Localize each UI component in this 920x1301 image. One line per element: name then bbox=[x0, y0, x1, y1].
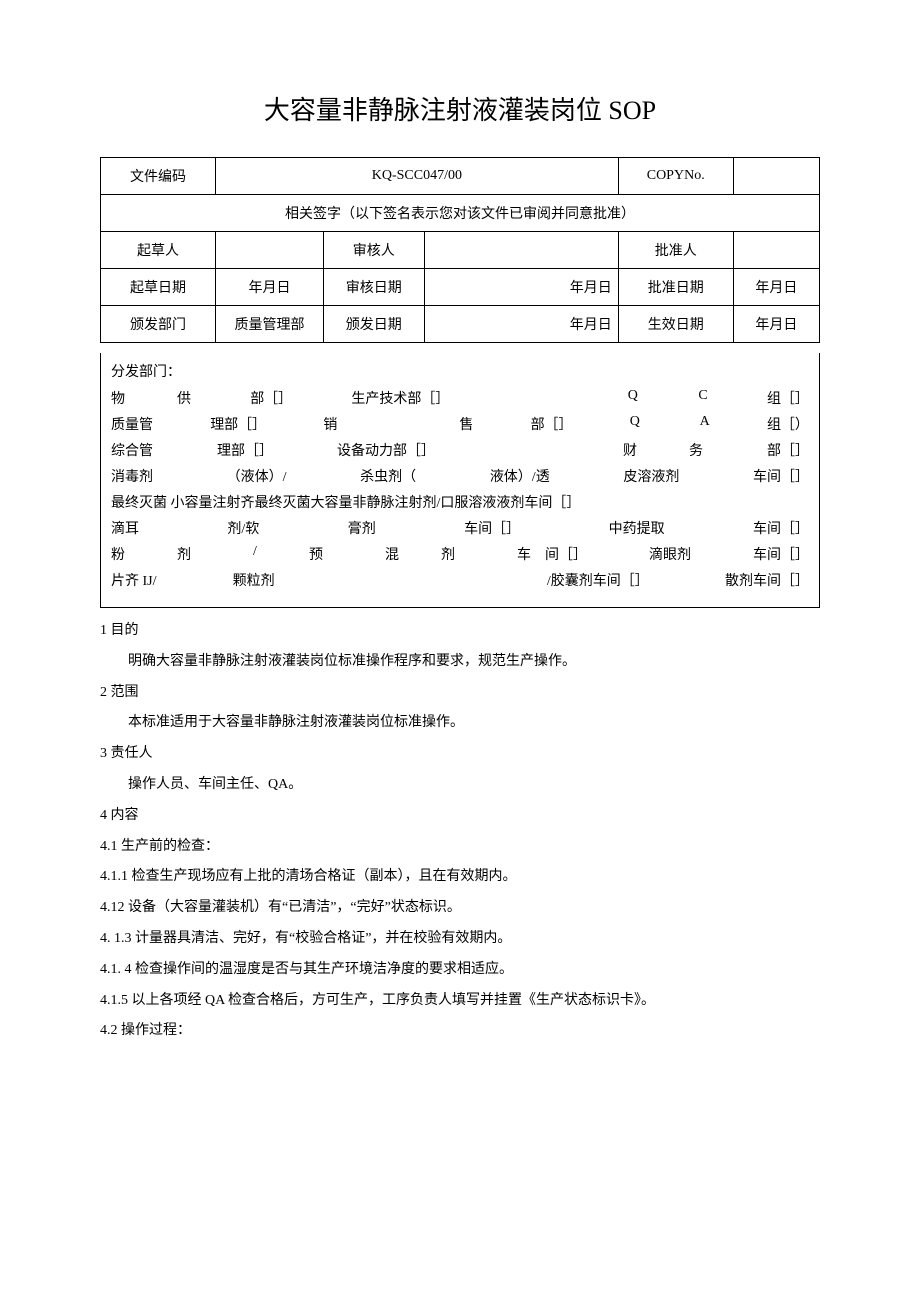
header-table: 文件编码 KQ-SCC047/00 COPYNo. 相关签字（以下签名表示您对该… bbox=[100, 157, 820, 343]
dist-cell: 剂 bbox=[177, 544, 191, 564]
reviewer-label: 审核人 bbox=[323, 232, 424, 269]
section-4-1: 4.1 生产前的检查： bbox=[100, 832, 820, 863]
reviewer-value bbox=[424, 232, 618, 269]
dist-row: 滴耳 剂/软 膏剂 车间［］ 中药提取 车间［］ bbox=[107, 515, 813, 541]
dist-cell: 理部［］ bbox=[217, 440, 273, 460]
section-1-text: 明确大容量非静脉注射液灌装岗位标准操作程序和要求，规范生产操作。 bbox=[100, 647, 820, 678]
dist-cell: 间［］ bbox=[545, 544, 587, 564]
dist-title: 分发部门： bbox=[107, 359, 813, 385]
dist-cell: 混 bbox=[385, 544, 399, 564]
dist-cell: 部［］ bbox=[250, 388, 292, 408]
issue-dept-label: 颁发部门 bbox=[101, 306, 216, 343]
dist-cell: 供 bbox=[177, 388, 191, 408]
dist-cell: 车间［］ bbox=[753, 544, 809, 564]
dist-row: 粉 剂 / 预 混 剂 车间［］ 滴眼剂 车间［］ bbox=[107, 541, 813, 567]
section-3-text: 操作人员、车间主任、QA。 bbox=[100, 770, 820, 801]
dist-cell: Q bbox=[630, 414, 640, 434]
section-4-1-3: 4. 1.3 计量器具清洁、完好，有“校验合格证”，并在校验有效期内。 bbox=[100, 924, 820, 955]
dist-cell: 粉 bbox=[111, 544, 125, 564]
dist-cell: / bbox=[253, 544, 257, 564]
dist-cell: 剂 bbox=[441, 544, 455, 564]
copy-value bbox=[733, 158, 819, 195]
dist-cell: 车 bbox=[517, 544, 531, 564]
dist-cell: 销 bbox=[323, 414, 337, 434]
section-4-1-2: 4.12 设备（大容量灌装机）有“已清洁”，“完好”状态标识。 bbox=[100, 893, 820, 924]
sign-note: 相关签字（以下签名表示您对该文件已审阅并同意批准） bbox=[101, 195, 820, 232]
dist-cell: 生产技术部［］ bbox=[351, 388, 449, 408]
dist-cell: 设备动力部［］ bbox=[337, 440, 435, 460]
dist-cell: 综合管 bbox=[111, 440, 153, 460]
dist-cell: 务 bbox=[689, 440, 703, 460]
dist-cell: 车间［］ bbox=[464, 518, 520, 538]
dist-cell: 中药提取 bbox=[609, 518, 665, 538]
approve-date-label: 批准日期 bbox=[618, 269, 733, 306]
page-title: 大容量非静脉注射液灌装岗位 SOP bbox=[100, 90, 820, 127]
dist-cell: 组［） bbox=[767, 414, 809, 434]
dist-row: 最终灭菌 小容量注射齐最终灭菌大容量非静脉注射剂/口服溶液液剂车间［］ bbox=[107, 489, 813, 515]
dist-cell: 片齐 IJ/ bbox=[111, 570, 157, 590]
distribution-section: 分发部门： 物 供 部［］ 生产技术部［］ Q C 组［］ 质量管 理部［］ 销 售 … bbox=[100, 353, 820, 608]
dist-cell: 部［］ bbox=[531, 414, 573, 434]
dist-cell: 质量管 bbox=[111, 414, 153, 434]
dist-row: 质量管 理部［］ 销 售 部［］ Q A 组［） bbox=[107, 411, 813, 437]
review-date-value: 年月日 bbox=[424, 269, 618, 306]
drafter-label: 起草人 bbox=[101, 232, 216, 269]
approver-label: 批准人 bbox=[618, 232, 733, 269]
review-date-label: 审核日期 bbox=[323, 269, 424, 306]
dist-cell: 皮溶液剂 bbox=[623, 466, 679, 486]
issue-date-label: 颁发日期 bbox=[323, 306, 424, 343]
dist-cell: 颗粒剂 bbox=[233, 570, 275, 590]
effective-date-value: 年月日 bbox=[733, 306, 819, 343]
file-code-label: 文件编码 bbox=[101, 158, 216, 195]
dist-row: 片齐 IJ/ 颗粒剂 /胶囊剂车间［］ 散剂车间［］ bbox=[107, 567, 813, 593]
dist-cell: 车间［］ bbox=[753, 518, 809, 538]
dist-cell: 理部［］ bbox=[210, 414, 266, 434]
section-1-head: 1 目的 bbox=[100, 616, 820, 647]
dist-cell: C bbox=[698, 388, 707, 408]
dist-cell: 剂/软 bbox=[227, 518, 259, 538]
section-4-1-1: 4.1.1 检查生产现场应有上批的清场合格证（副本），且在有效期内。 bbox=[100, 862, 820, 893]
dist-cell: A bbox=[700, 414, 710, 434]
section-4-1-4: 4.1. 4 检查操作间的温湿度是否与其生产环境洁净度的要求相适应。 bbox=[100, 955, 820, 986]
dist-cell: 预 bbox=[309, 544, 323, 564]
section-4-head: 4 内容 bbox=[100, 801, 820, 832]
dist-cell: 滴耳 bbox=[111, 518, 139, 538]
dist-cell: 散剂车间［］ bbox=[725, 570, 809, 590]
dist-cell: 膏剂 bbox=[348, 518, 376, 538]
dist-cell: 组［］ bbox=[767, 388, 809, 408]
section-2-text: 本标准适用于大容量非静脉注射液灌装岗位标准操作。 bbox=[100, 708, 820, 739]
dist-cell: /胶囊剂车间［］ bbox=[547, 570, 649, 590]
section-3-head: 3 责任人 bbox=[100, 739, 820, 770]
issue-dept-value: 质量管理部 bbox=[216, 306, 324, 343]
drafter-value bbox=[216, 232, 324, 269]
dist-cell: 车间［］ bbox=[753, 466, 809, 486]
effective-date-label: 生效日期 bbox=[618, 306, 733, 343]
dist-cell: 售 bbox=[459, 414, 473, 434]
dist-cell: 滴眼剂 bbox=[649, 544, 691, 564]
dist-cell: 财 bbox=[623, 440, 637, 460]
approver-value bbox=[733, 232, 819, 269]
dist-row: 物 供 部［］ 生产技术部［］ Q C 组［］ bbox=[107, 385, 813, 411]
content-body: 1 目的 明确大容量非静脉注射液灌装岗位标准操作程序和要求，规范生产操作。 2 … bbox=[100, 608, 820, 1047]
dist-cell: 部［］ bbox=[767, 440, 809, 460]
draft-date-label: 起草日期 bbox=[101, 269, 216, 306]
dist-cell: 消毒剂 bbox=[111, 466, 153, 486]
section-4-1-5: 4.1.5 以上各项经 QA 检查合格后，方可生产，工序负责人填写并挂置《生产状… bbox=[100, 986, 820, 1017]
section-2-head: 2 范围 bbox=[100, 678, 820, 709]
dist-row: 消毒剂 （液体）/ 杀虫剂（ 液体）/透 皮溶液剂 车间［］ bbox=[107, 463, 813, 489]
dist-cell: Q bbox=[628, 388, 638, 408]
draft-date-value: 年月日 bbox=[216, 269, 324, 306]
copy-label: COPYNo. bbox=[618, 158, 733, 195]
approve-date-value: 年月日 bbox=[733, 269, 819, 306]
issue-date-value: 年月日 bbox=[424, 306, 618, 343]
dist-cell: 杀虫剂（ bbox=[360, 466, 416, 486]
dist-cell: （液体）/ bbox=[227, 466, 287, 486]
dist-cell: 物 bbox=[111, 388, 125, 408]
section-4-2: 4.2 操作过程： bbox=[100, 1016, 820, 1047]
dist-row: 综合管 理部［］ 设备动力部［］ 财 务 部［］ bbox=[107, 437, 813, 463]
file-code-value: KQ-SCC047/00 bbox=[216, 158, 619, 195]
dist-cell: 液体）/透 bbox=[490, 466, 550, 486]
